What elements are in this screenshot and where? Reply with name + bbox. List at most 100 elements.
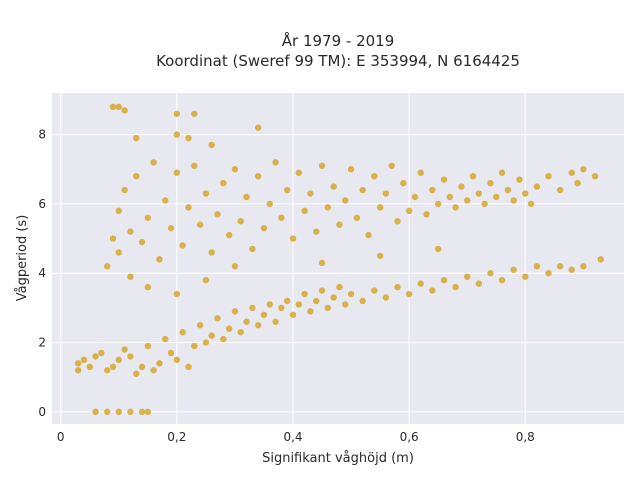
data-point <box>109 363 117 371</box>
data-point <box>382 190 390 197</box>
data-point <box>469 172 477 180</box>
data-point <box>405 290 413 298</box>
data-point <box>591 172 599 180</box>
data-point <box>138 238 146 246</box>
data-point <box>220 335 227 343</box>
y-tick-label: 4 <box>38 266 46 280</box>
data-point <box>458 183 465 190</box>
data-point <box>196 221 204 228</box>
data-point <box>173 356 181 364</box>
data-point <box>510 197 517 204</box>
grid-lines <box>52 93 624 424</box>
chart-title-line-1: År 1979 - 2019 <box>282 31 395 50</box>
data-point <box>301 207 308 215</box>
x-axis-ticks: 0 0,2 0,4 0,6 0,8 <box>57 430 535 444</box>
data-point <box>144 342 152 350</box>
data-point <box>434 200 442 208</box>
data-point <box>330 294 337 301</box>
x-tick-label: 0,6 <box>400 430 419 444</box>
data-point <box>254 124 262 131</box>
data-point <box>208 332 215 339</box>
data-point <box>167 349 175 357</box>
data-point <box>295 301 303 308</box>
y-axis-ticks: 0 2 4 6 8 <box>38 128 46 419</box>
data-point <box>504 186 512 194</box>
data-point <box>109 103 117 111</box>
data-point <box>185 363 192 371</box>
data-point <box>237 328 244 336</box>
data-point <box>92 408 99 416</box>
data-point <box>138 363 146 371</box>
data-point <box>301 290 308 298</box>
data-point <box>133 134 140 142</box>
data-point <box>510 266 517 273</box>
data-point <box>376 252 384 260</box>
data-point <box>162 197 169 204</box>
data-point <box>138 408 146 416</box>
data-point <box>313 228 320 235</box>
data-point <box>156 256 163 263</box>
data-point <box>487 270 494 277</box>
data-point <box>156 360 163 367</box>
data-point <box>464 197 471 204</box>
data-point <box>74 360 82 367</box>
data-point <box>498 276 506 284</box>
data-point <box>144 283 152 291</box>
data-point <box>568 266 575 273</box>
data-point <box>533 183 541 190</box>
data-point <box>173 290 181 298</box>
data-point <box>225 325 233 332</box>
data-point <box>254 172 262 180</box>
data-point <box>568 169 575 176</box>
data-point <box>289 311 297 319</box>
data-point <box>144 214 152 221</box>
data-point <box>417 169 424 176</box>
data-point <box>127 353 134 360</box>
data-point <box>283 297 291 305</box>
data-point <box>545 270 552 277</box>
data-point <box>394 283 401 291</box>
data-point <box>225 231 233 239</box>
data-point <box>249 245 256 253</box>
data-point <box>127 228 134 235</box>
data-point <box>440 176 448 183</box>
data-point <box>237 218 244 225</box>
data-point <box>173 169 181 176</box>
data-point <box>533 263 541 270</box>
data-point <box>313 297 320 305</box>
data-point <box>405 207 413 215</box>
data-point <box>464 273 471 280</box>
data-point <box>150 367 157 374</box>
data-point <box>208 249 215 256</box>
data-point <box>220 179 227 187</box>
data-point <box>133 370 140 377</box>
data-point <box>336 283 343 291</box>
data-point <box>144 408 152 416</box>
data-point <box>522 273 529 280</box>
data-point <box>133 172 140 180</box>
data-point <box>115 356 122 364</box>
data-point <box>121 107 128 114</box>
data-point <box>597 256 604 263</box>
data-point <box>307 190 314 197</box>
data-point <box>342 301 349 308</box>
data-point <box>382 294 390 301</box>
data-point <box>545 172 552 180</box>
data-point <box>342 197 349 204</box>
data-point <box>289 235 297 242</box>
data-point <box>580 166 587 173</box>
data-point <box>434 245 442 253</box>
data-point <box>185 204 192 211</box>
data-point <box>103 367 111 374</box>
data-point <box>493 193 500 201</box>
plot-area <box>52 93 624 424</box>
data-point <box>411 193 419 201</box>
data-point <box>231 263 239 270</box>
data-point <box>498 169 506 176</box>
data-point <box>278 304 285 312</box>
data-point <box>191 162 198 169</box>
data-point <box>376 204 384 211</box>
data-point <box>243 193 250 201</box>
data-point <box>452 283 459 291</box>
